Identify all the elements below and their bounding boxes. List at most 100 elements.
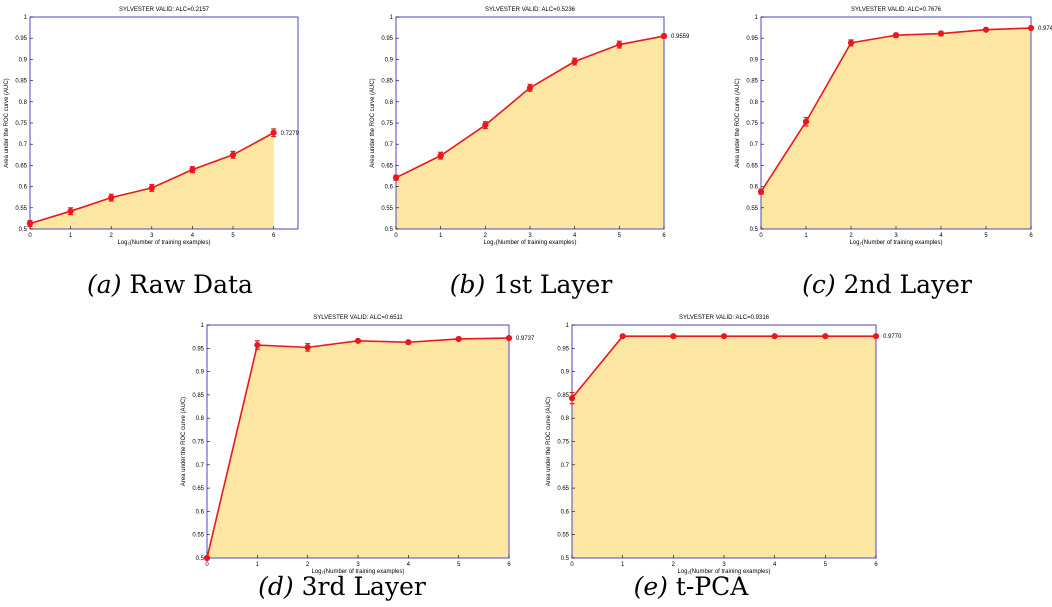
data-point: [571, 58, 578, 65]
x-tick-label: 4: [939, 233, 943, 239]
caption-label: (b): [449, 270, 486, 299]
chart-title: SYLVESTER VALID: ALC=0.7676: [851, 7, 942, 13]
x-tick-label: 2: [484, 233, 488, 239]
data-point: [229, 151, 237, 158]
chart-svg: 0.5 0.55 0.6 0.65 0.7 0.75 0.8 0.85 0.9 0.95 1 0 1 2 3…: [546, 315, 902, 575]
x-tick-label: 1: [621, 562, 625, 568]
caption-label: (c): [802, 270, 836, 299]
area-fill: [396, 36, 664, 229]
data-point: [937, 30, 945, 37]
x-tick-label: 4: [573, 233, 577, 239]
data-point: [720, 333, 728, 340]
chart-title: SYLVESTER VALID: ALC=0.6511: [313, 315, 403, 321]
y-tick-label: 0.9: [196, 370, 205, 376]
data-point: [619, 333, 626, 340]
y-tick-label: 0.55: [746, 206, 758, 212]
y-tick-label: 0.95: [192, 346, 204, 352]
y-tick-label: 0.8: [750, 100, 759, 106]
end-value-label: 0.7279: [281, 131, 300, 137]
y-tick-label: 0.7: [196, 463, 205, 469]
caption-text: 2nd Layer: [835, 270, 972, 299]
y-tick-label: 1: [755, 15, 759, 21]
data-point: [270, 129, 277, 136]
x-tick-label: 1: [256, 562, 260, 568]
y-tick-label: 0.8: [385, 100, 394, 106]
data-point: [354, 337, 362, 344]
chart-panel-a: 0.5 0.55 0.6 0.65 0.7 0.75 0.8 0.85 0.9 0.95 1 0 1 2 3…: [0, 0, 330, 300]
x-tick-label: 5: [824, 562, 828, 568]
y-tick-label: 0.55: [381, 206, 393, 212]
end-value-label: 0.9741: [1038, 26, 1052, 32]
y-axis-label: Area under the ROC curve (AUC): [735, 78, 741, 167]
y-tick-label: 0.95: [15, 36, 27, 42]
x-tick-label: 5: [984, 233, 988, 239]
data-point: [822, 333, 829, 340]
data-point: [872, 333, 880, 340]
y-tick-label: 0.7: [561, 463, 570, 469]
x-tick-label: 4: [407, 562, 411, 568]
y-tick-label: 0.75: [557, 440, 569, 446]
data-point: [982, 26, 990, 33]
y-tick-label: 0.9: [19, 57, 28, 63]
y-tick-label: 0.9: [750, 57, 759, 63]
data-point: [505, 334, 513, 342]
y-axis-label: Area under the ROC curve (AUC): [4, 78, 10, 167]
end-value-label: 0.9770: [883, 334, 902, 340]
x-tick-label: 4: [191, 233, 195, 239]
y-tick-label: 0.65: [746, 163, 758, 169]
y-axis-label: Area under the ROC curve (AUC): [181, 397, 187, 486]
data-point: [892, 32, 900, 39]
y-tick-label: 0.7: [385, 142, 394, 148]
x-tick-label: 0: [394, 233, 398, 239]
data-point: [568, 395, 576, 402]
caption-text: Raw Data: [121, 270, 253, 299]
data-point: [203, 554, 211, 562]
y-tick-label: 0.6: [561, 509, 570, 515]
data-point: [392, 174, 400, 181]
y-tick-label: 0.6: [196, 509, 205, 515]
end-value-label: 0.9737: [516, 336, 535, 342]
y-tick-label: 0.65: [557, 486, 569, 492]
y-tick-label: 0.5: [196, 556, 205, 562]
y-axis-label: Area under the ROC curve (AUC): [546, 397, 552, 486]
y-tick-label: 0.6: [385, 185, 394, 191]
chart-panel-d: 0.5 0.55 0.6 0.65 0.7 0.75 0.8 0.85 0.9 0.95 1 0 1 2 3…: [172, 310, 535, 607]
y-tick-label: 0.8: [561, 416, 570, 422]
y-tick-label: 0.7: [19, 142, 28, 148]
caption-text: 3rd Layer: [293, 572, 426, 601]
data-point: [437, 152, 444, 159]
data-point: [405, 339, 412, 346]
y-tick-label: 0.95: [557, 346, 569, 352]
data-point: [67, 208, 74, 215]
data-point: [254, 341, 261, 349]
x-tick-label: 3: [356, 562, 360, 568]
data-point: [148, 184, 155, 191]
chart-panel-c: 0.5 0.55 0.6 0.65 0.7 0.75 0.8 0.85 0.9 0.95 1 0 1 2 3…: [732, 0, 1052, 300]
x-tick-label: 6: [874, 562, 878, 568]
y-tick-label: 1: [390, 15, 394, 21]
data-point: [757, 188, 765, 195]
x-tick-label: 2: [672, 562, 676, 568]
y-tick-label: 0.9: [385, 57, 394, 63]
area-fill: [30, 132, 274, 229]
y-tick-label: 1: [24, 15, 28, 21]
data-point: [670, 333, 677, 340]
y-tick-label: 0.7: [750, 142, 759, 148]
data-point: [189, 166, 196, 173]
y-tick-label: 0.5: [19, 227, 28, 233]
data-point: [108, 194, 115, 201]
x-tick-label: 0: [570, 562, 574, 568]
x-tick-label: 6: [507, 562, 511, 568]
y-tick-label: 0.6: [19, 185, 28, 191]
y-tick-label: 0.75: [192, 440, 204, 446]
chart-panel-b: 0.5 0.55 0.6 0.65 0.7 0.75 0.8 0.85 0.9 0.95 1 0 1 2 3…: [366, 0, 696, 300]
chart-svg: 0.5 0.55 0.6 0.65 0.7 0.75 0.8 0.85 0.9 0.95 1 0 1 2 3…: [735, 7, 1052, 246]
data-point: [455, 335, 462, 343]
y-tick-label: 0.75: [381, 121, 393, 127]
x-tick-label: 2: [306, 562, 310, 568]
x-tick-label: 3: [722, 562, 726, 568]
data-point: [482, 122, 489, 129]
figure-caption: (b) 1st Layer: [401, 270, 661, 299]
x-tick-label: 1: [439, 233, 443, 239]
caption-label: (a): [87, 270, 122, 299]
